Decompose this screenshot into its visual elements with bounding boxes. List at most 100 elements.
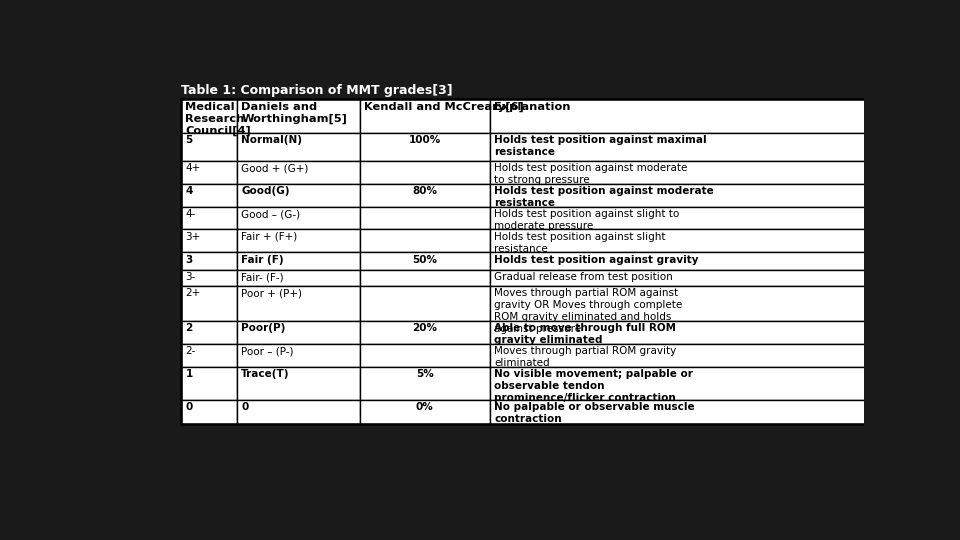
Bar [360, 270, 490, 286]
Text: 0%: 0% [416, 402, 434, 413]
Text: 5: 5 [185, 135, 193, 145]
Text: Good – (G-): Good – (G-) [241, 209, 300, 219]
Bar [181, 252, 237, 270]
Text: 2-: 2- [185, 346, 196, 356]
Text: Kendall and McCreary[6]: Kendall and McCreary[6] [364, 102, 524, 112]
Bar [490, 184, 925, 207]
Bar [360, 133, 490, 161]
Bar [360, 230, 490, 252]
Bar [490, 230, 925, 252]
Bar [181, 270, 237, 286]
Bar [237, 99, 360, 133]
Bar [490, 207, 925, 229]
Text: Fair- (F-): Fair- (F-) [241, 272, 284, 282]
Bar [181, 344, 237, 367]
Bar [490, 99, 925, 133]
Bar [490, 367, 925, 400]
Text: Holds test position against gravity: Holds test position against gravity [494, 255, 699, 265]
Text: 4-: 4- [185, 209, 196, 219]
Text: No visible movement; palpable or
observable tendon
prominence/flicker contractio: No visible movement; palpable or observa… [494, 369, 693, 403]
Text: 0: 0 [241, 402, 249, 413]
Bar [360, 207, 490, 229]
Text: Holds test position against slight to
moderate pressure: Holds test position against slight to mo… [494, 209, 680, 231]
Bar [237, 133, 360, 161]
Bar [237, 184, 360, 207]
Bar [490, 286, 925, 321]
Bar [360, 286, 490, 321]
Bar [360, 367, 490, 400]
Bar [490, 400, 925, 424]
Text: 80%: 80% [412, 186, 437, 196]
Bar [237, 400, 360, 424]
Bar [237, 367, 360, 400]
Bar [490, 133, 925, 161]
Text: No palpable or observable muscle
contraction: No palpable or observable muscle contrac… [494, 402, 695, 424]
Text: Trace(T): Trace(T) [241, 369, 290, 379]
Bar [181, 230, 237, 252]
Bar [237, 321, 360, 344]
Text: Explanation: Explanation [494, 102, 571, 112]
Bar [181, 321, 237, 344]
Bar [181, 99, 925, 424]
Text: Poor – (P-): Poor – (P-) [241, 346, 294, 356]
Text: Medical
Research
Council[4]: Medical Research Council[4] [185, 102, 252, 137]
Text: Good + (G+): Good + (G+) [241, 163, 309, 173]
Bar [181, 99, 237, 133]
Bar [237, 286, 360, 321]
Bar [360, 161, 490, 184]
Text: Holds test position against moderate
to strong pressure: Holds test position against moderate to … [494, 163, 687, 185]
Bar [237, 252, 360, 270]
Text: 2+: 2+ [185, 288, 201, 298]
Text: 1: 1 [185, 369, 193, 379]
Text: 5%: 5% [416, 369, 434, 379]
Text: Fair + (F+): Fair + (F+) [241, 232, 298, 242]
Bar [490, 270, 925, 286]
Bar [181, 367, 237, 400]
Text: Able to move through full ROM
gravity eliminated: Able to move through full ROM gravity el… [494, 323, 676, 346]
Bar [181, 133, 237, 161]
Text: Fair (F): Fair (F) [241, 255, 284, 265]
Text: 4: 4 [185, 186, 193, 196]
Text: Moves through partial ROM gravity
eliminated: Moves through partial ROM gravity elimin… [494, 346, 677, 368]
Text: Poor(P): Poor(P) [241, 323, 286, 333]
Text: Table 1: Comparison of MMT grades[3]: Table 1: Comparison of MMT grades[3] [181, 84, 452, 97]
Bar [181, 161, 237, 184]
Text: Daniels and
Worthingham[5]: Daniels and Worthingham[5] [241, 102, 348, 125]
Text: 2: 2 [185, 323, 193, 333]
Bar [181, 400, 237, 424]
Text: Holds test position against maximal
resistance: Holds test position against maximal resi… [494, 135, 707, 157]
Text: Holds test position against slight
resistance: Holds test position against slight resis… [494, 232, 665, 254]
Bar [490, 344, 925, 367]
Bar [360, 184, 490, 207]
Bar [181, 184, 237, 207]
Bar [490, 252, 925, 270]
Text: Poor + (P+): Poor + (P+) [241, 288, 302, 298]
Text: 100%: 100% [409, 135, 441, 145]
Text: Gradual release from test position: Gradual release from test position [494, 272, 673, 282]
Text: Normal(N): Normal(N) [241, 135, 302, 145]
Bar [237, 344, 360, 367]
Bar [237, 161, 360, 184]
Bar [490, 161, 925, 184]
Text: 3+: 3+ [185, 232, 201, 242]
Bar [360, 321, 490, 344]
Bar [237, 270, 360, 286]
Text: 3: 3 [185, 255, 193, 265]
Bar [490, 321, 925, 344]
Text: Moves through partial ROM against
gravity OR Moves through complete
ROM gravity : Moves through partial ROM against gravit… [494, 288, 683, 334]
Bar [181, 286, 237, 321]
Text: 4+: 4+ [185, 163, 201, 173]
Bar [360, 252, 490, 270]
Bar [360, 99, 490, 133]
Text: 50%: 50% [412, 255, 437, 265]
Text: 3-: 3- [185, 272, 196, 282]
Text: Holds test position against moderate
resistance: Holds test position against moderate res… [494, 186, 714, 208]
Bar [360, 400, 490, 424]
Text: 0: 0 [185, 402, 193, 413]
Text: Good(G): Good(G) [241, 186, 290, 196]
Bar [237, 230, 360, 252]
Bar [181, 207, 237, 229]
Bar [360, 344, 490, 367]
Text: 20%: 20% [412, 323, 437, 333]
Bar [237, 207, 360, 229]
